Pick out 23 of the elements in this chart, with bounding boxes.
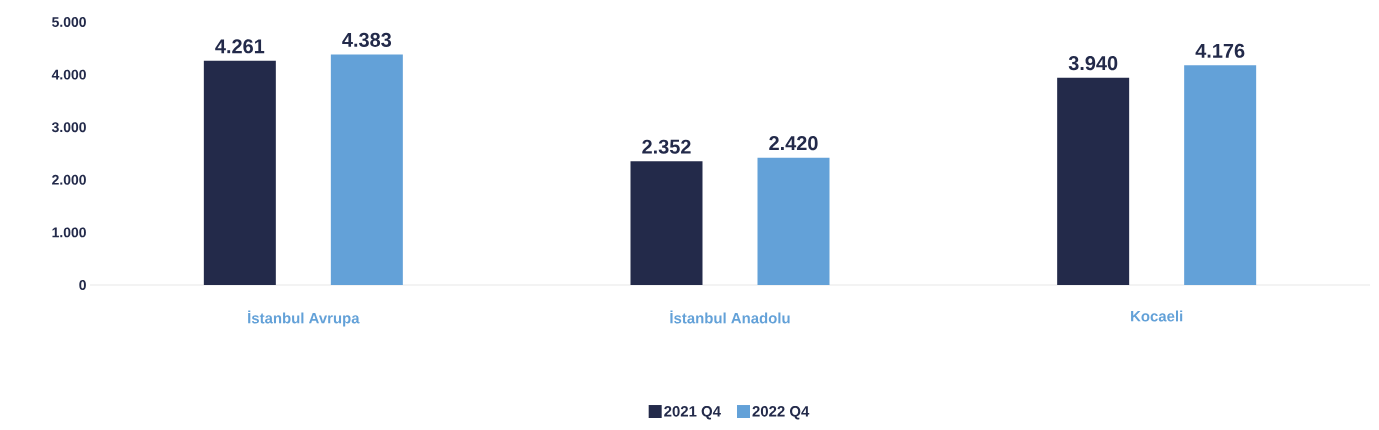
bar: [203, 60, 276, 285]
legend-label: 2022 Q4: [752, 406, 810, 420]
data-label: 4.176: [1195, 43, 1245, 58]
y-tick-label: 3.000: [51, 122, 86, 133]
y-tick-label: 1.000: [52, 227, 86, 238]
x-tick-label: İstanbul Anadolu: [670, 310, 790, 324]
data-label: 4.261: [215, 39, 265, 54]
y-tick-label: 4.000: [51, 69, 86, 80]
bar: [330, 54, 403, 285]
x-tick-label: Kocaeli: [1131, 310, 1183, 322]
data-label: 4.383: [342, 32, 392, 47]
bar: [1057, 77, 1130, 285]
data-label: 2.420: [769, 136, 818, 151]
bar: [757, 157, 830, 285]
data-label: 3.940: [1068, 56, 1118, 71]
x-tick-label: İstanbul Avrupa: [248, 310, 360, 327]
y-tick-label: 2.000: [52, 174, 86, 185]
legend-label: 2021 Q4: [664, 406, 721, 420]
y-tick-label: 0: [79, 280, 86, 290]
bar: [630, 161, 703, 285]
data-label: 2.352: [642, 139, 691, 154]
bar: [1184, 65, 1257, 285]
y-tick-label: 5.000: [52, 17, 86, 27]
